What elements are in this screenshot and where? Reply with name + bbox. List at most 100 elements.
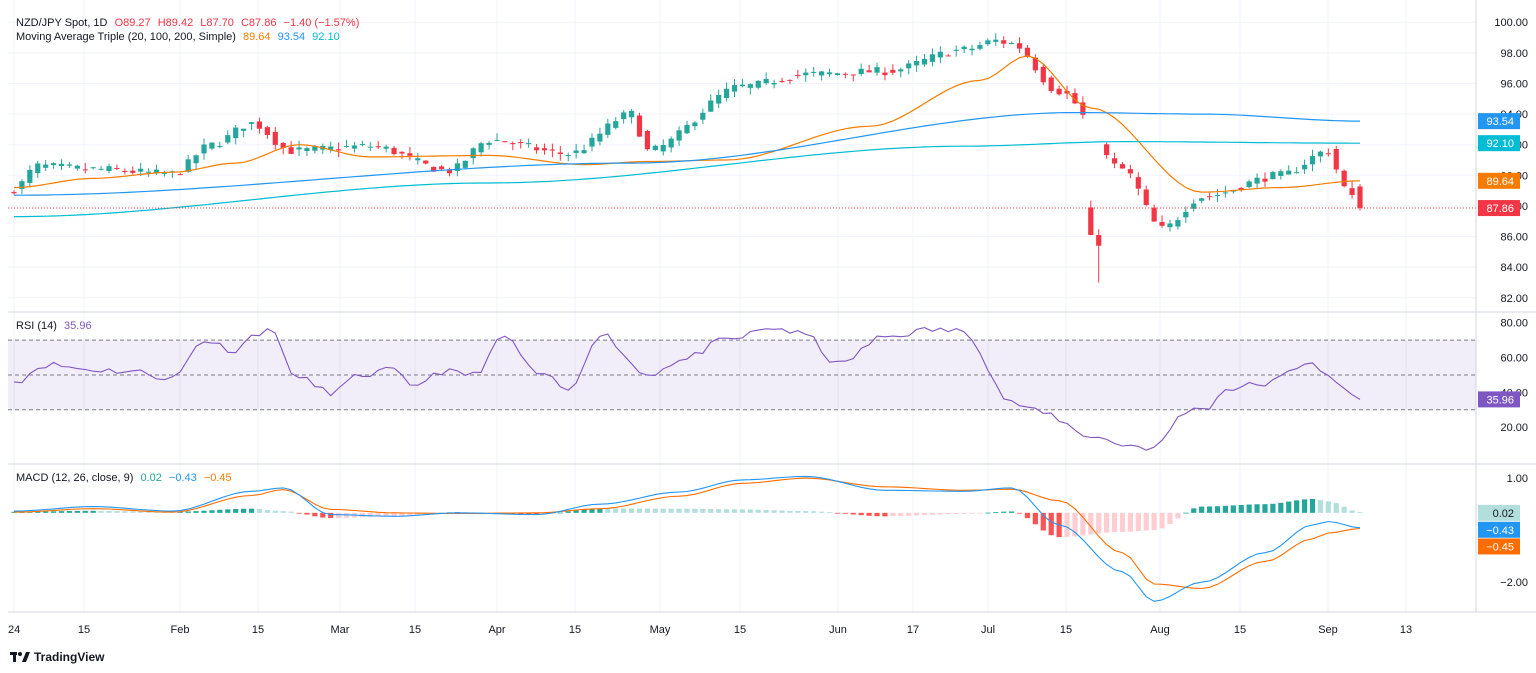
candle[interactable]: [185, 155, 191, 173]
candle[interactable]: [478, 141, 484, 157]
candle[interactable]: [1254, 173, 1260, 189]
candle[interactable]: [1040, 64, 1046, 86]
candle[interactable]: [1009, 41, 1015, 45]
candle[interactable]: [288, 141, 294, 155]
candle[interactable]: [1167, 219, 1173, 232]
candle[interactable]: [1309, 149, 1316, 172]
candle[interactable]: [1080, 96, 1086, 119]
last-price-label[interactable]: 87.86: [1478, 200, 1520, 217]
candle[interactable]: [146, 168, 152, 177]
candle[interactable]: [763, 72, 769, 86]
candle[interactable]: [98, 165, 104, 171]
candle[interactable]: [1175, 217, 1181, 230]
candle[interactable]: [193, 154, 199, 170]
macd-line-label[interactable]: −0.43: [1478, 521, 1520, 538]
candle[interactable]: [969, 44, 975, 56]
candle[interactable]: [454, 158, 460, 177]
candle[interactable]: [1341, 169, 1347, 188]
candle[interactable]: [589, 133, 595, 152]
candle[interactable]: [122, 168, 128, 175]
candle[interactable]: [787, 79, 793, 85]
rsi-label[interactable]: RSI (14): [16, 320, 57, 332]
candle[interactable]: [652, 144, 658, 151]
candle[interactable]: [359, 140, 365, 147]
candle[interactable]: [1016, 37, 1023, 54]
candle[interactable]: [225, 130, 231, 145]
candle[interactable]: [209, 142, 215, 151]
ma-label[interactable]: Moving Average Triple (20, 100, 200, Sim…: [16, 31, 236, 43]
candle[interactable]: [1088, 200, 1094, 236]
candle[interactable]: [993, 33, 999, 46]
candle[interactable]: [557, 145, 563, 161]
candle[interactable]: [1096, 229, 1102, 283]
candle[interactable]: [161, 170, 168, 177]
candle[interactable]: [541, 143, 548, 155]
candle[interactable]: [264, 125, 270, 139]
candle[interactable]: [114, 164, 120, 170]
candle[interactable]: [953, 45, 959, 57]
ma100-price-label[interactable]: 93.54: [1478, 113, 1520, 130]
candle[interactable]: [1032, 54, 1038, 73]
candle[interactable]: [921, 53, 928, 67]
candle[interactable]: [248, 121, 255, 131]
candle[interactable]: [692, 120, 698, 131]
candle[interactable]: [343, 139, 350, 148]
candle[interactable]: [1159, 215, 1165, 228]
candle[interactable]: [613, 117, 619, 130]
candle[interactable]: [233, 125, 239, 145]
candle[interactable]: [747, 83, 753, 95]
candle[interactable]: [1270, 170, 1276, 180]
candle[interactable]: [565, 152, 571, 162]
candle[interactable]: [636, 112, 643, 137]
candle[interactable]: [415, 152, 421, 165]
macd-hist-label[interactable]: 0.02: [1478, 504, 1520, 521]
candle[interactable]: [510, 141, 516, 151]
candle[interactable]: [700, 108, 706, 125]
candle[interactable]: [1278, 169, 1284, 180]
candle[interactable]: [731, 79, 738, 98]
candle[interactable]: [716, 89, 722, 109]
candle[interactable]: [106, 163, 112, 174]
candle[interactable]: [1246, 179, 1252, 189]
ma100-line[interactable]: [14, 112, 1360, 196]
candle[interactable]: [82, 162, 88, 174]
candle[interactable]: [1135, 172, 1141, 196]
candle[interactable]: [351, 142, 358, 153]
candle[interactable]: [407, 146, 413, 161]
candle[interactable]: [241, 128, 247, 138]
candle[interactable]: [43, 159, 49, 172]
candle[interactable]: [217, 141, 223, 149]
candle[interactable]: [914, 55, 920, 73]
candle[interactable]: [90, 166, 96, 170]
candle[interactable]: [708, 94, 714, 113]
candle[interactable]: [826, 68, 833, 77]
candle[interactable]: [581, 144, 587, 154]
candle[interactable]: [676, 126, 682, 146]
candle[interactable]: [1199, 197, 1205, 204]
candle[interactable]: [874, 62, 880, 76]
candle[interactable]: [383, 144, 389, 153]
rsi-line[interactable]: [13, 327, 1361, 451]
candle[interactable]: [74, 164, 80, 171]
candle[interactable]: [668, 136, 674, 153]
candle[interactable]: [684, 120, 690, 134]
candle[interactable]: [660, 139, 666, 156]
candle[interactable]: [621, 110, 627, 124]
rsi-value-label[interactable]: 35.96: [1478, 391, 1520, 408]
candle[interactable]: [1001, 36, 1007, 49]
candle[interactable]: [35, 160, 41, 178]
candle[interactable]: [1119, 161, 1126, 169]
candle[interactable]: [779, 77, 785, 83]
candle[interactable]: [1048, 75, 1054, 94]
candle[interactable]: [1294, 167, 1300, 174]
candle[interactable]: [1127, 164, 1133, 179]
macd-signal-label[interactable]: −0.45: [1478, 538, 1520, 555]
candle[interactable]: [423, 160, 429, 165]
candle[interactable]: [518, 139, 524, 149]
candle[interactable]: [605, 118, 611, 138]
candle[interactable]: [977, 41, 983, 51]
candle[interactable]: [850, 74, 856, 82]
candle[interactable]: [27, 165, 33, 188]
macd-line[interactable]: [13, 475, 1361, 602]
candle[interactable]: [1183, 206, 1189, 224]
